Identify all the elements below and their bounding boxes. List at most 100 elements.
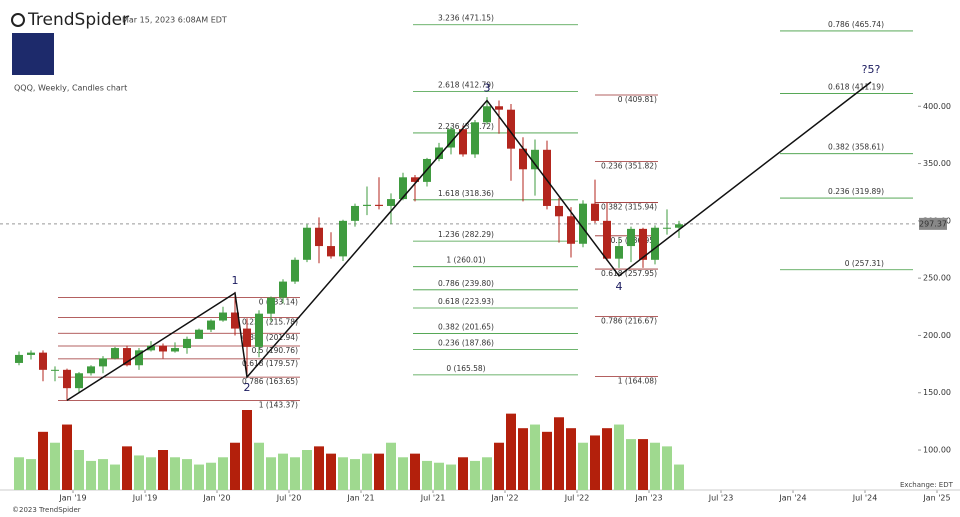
volume-bar: [326, 453, 336, 490]
candle-body: [279, 281, 287, 298]
y-tick-label: 400.00: [923, 102, 951, 111]
volume-bar: [650, 442, 660, 490]
fib-label: 0.618 (411.19): [828, 82, 884, 91]
x-tick-label: Jan '23: [634, 494, 662, 503]
wave-label: 3: [484, 82, 491, 95]
volume-bar: [278, 453, 288, 490]
volume-bar: [158, 450, 168, 490]
candle-body: [219, 312, 227, 321]
fib-label: 0 (233.14): [259, 297, 298, 306]
fib-label: 0.786 (163.65): [242, 377, 298, 386]
candle-body: [675, 224, 683, 228]
x-tick-label: Jul '22: [564, 494, 590, 503]
volume-bar: [674, 464, 684, 490]
fib-label: 0.236 (187.86): [438, 338, 494, 347]
wave-line: [66, 81, 872, 401]
fib-label: 0 (257.31): [845, 259, 884, 268]
wave-label: ?5?: [862, 63, 881, 76]
candle-body: [183, 338, 191, 349]
candle-body: [375, 204, 383, 206]
candle-body: [459, 129, 467, 155]
candle-body: [627, 228, 635, 247]
candle-body: [519, 148, 527, 170]
candle-body: [207, 320, 215, 330]
fib-label: 0 (409.81): [618, 95, 657, 104]
candle-body: [99, 358, 107, 367]
volume-bar: [362, 453, 372, 490]
volume-bar: [206, 462, 216, 490]
candle-body: [639, 228, 647, 260]
candle-body: [15, 354, 23, 363]
symbol-logo: [12, 33, 54, 75]
y-tick-label: 150.00: [923, 388, 951, 397]
volume-bar: [290, 457, 300, 490]
logo: TrendSpider: [27, 10, 129, 30]
fib-label: 1.618 (318.36): [438, 189, 494, 198]
fib-label: 0.618 (179.57): [242, 359, 298, 368]
volume-bar: [638, 439, 648, 490]
fib-label: 0.786 (216.67): [601, 316, 657, 325]
x-tick-label: Jan '21: [346, 494, 374, 503]
candle-body: [339, 220, 347, 257]
volume-bar: [458, 457, 468, 490]
x-tick-label: Jul '23: [708, 494, 734, 503]
x-tick-label: Jan '20: [202, 494, 230, 503]
candle-body: [255, 313, 263, 347]
fib-label: 0.382 (201.94): [242, 333, 298, 342]
volume-bar: [386, 442, 396, 490]
candle-body: [603, 220, 611, 259]
volume-bar: [590, 435, 600, 490]
volume-bar: [26, 459, 36, 490]
timestamp: Mar 15, 2023 6:08AM EDT: [122, 16, 227, 25]
volume-bar: [254, 442, 264, 490]
y-tick-label: 250.00: [923, 274, 951, 283]
volume-bar: [242, 410, 252, 490]
candle-body: [75, 373, 83, 389]
fib-label: 0.382 (358.61): [828, 143, 884, 152]
candle-body: [579, 203, 587, 244]
candle-body: [243, 328, 251, 347]
volume-bar: [530, 424, 540, 490]
candle-body: [39, 352, 47, 370]
y-tick-label: 200.00: [923, 331, 951, 340]
candle-body: [651, 227, 659, 260]
candle-body: [483, 106, 491, 123]
candle-body: [387, 199, 395, 206]
volume-bar: [410, 453, 420, 490]
candle-body: [303, 227, 311, 260]
volume-bar: [266, 457, 276, 490]
fib-label: 0.618 (257.95): [601, 269, 657, 278]
x-tick-label: Jul '20: [276, 494, 302, 503]
candle-body: [27, 352, 35, 355]
volume-bar: [194, 464, 204, 490]
volume-bar: [506, 413, 516, 490]
candle-body: [231, 312, 239, 329]
candle-body: [51, 369, 59, 371]
volume-bar: [230, 442, 240, 490]
volume-bar: [494, 442, 504, 490]
volume-bar: [578, 442, 588, 490]
candle-body: [135, 350, 143, 366]
candle-body: [195, 329, 203, 339]
last-price-label: 297.37: [919, 219, 947, 228]
x-tick-label: Jan '19: [58, 494, 86, 503]
x-tick-label: Jan '24: [778, 494, 806, 503]
candle-body: [351, 205, 359, 221]
volume-bar: [50, 442, 60, 490]
candle-body: [291, 259, 299, 282]
wave-label: 2: [244, 381, 251, 394]
fib-label: 1 (143.37): [259, 400, 298, 409]
candle-body: [363, 204, 371, 206]
volume-bar: [350, 459, 360, 490]
y-tick-label: 100.00: [923, 446, 951, 455]
candle-body: [87, 366, 95, 374]
candle-body: [615, 246, 623, 259]
candle-body: [159, 345, 167, 352]
volume-bar: [434, 462, 444, 490]
fib-label: 0.382 (315.94): [601, 203, 657, 212]
candle-body: [567, 216, 575, 244]
candle-body: [471, 122, 479, 155]
volume-bar: [398, 457, 408, 490]
copyright: ©2023 TrendSpider: [12, 506, 81, 514]
fib-label: 0.236 (319.89): [828, 187, 884, 196]
